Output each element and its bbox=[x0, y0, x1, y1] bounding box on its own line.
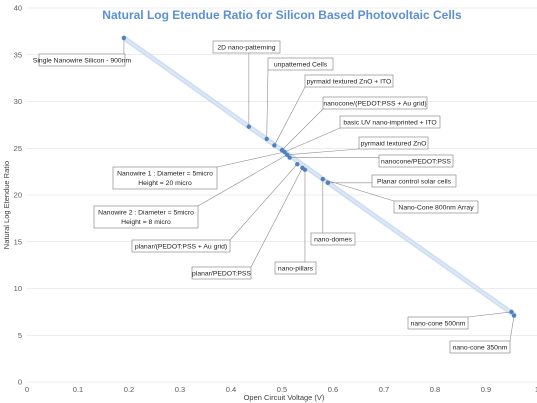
data-point bbox=[121, 35, 127, 41]
y-tick-label: 15 bbox=[14, 237, 22, 246]
annotation-box bbox=[191, 266, 252, 280]
data-point bbox=[325, 180, 331, 186]
data-point bbox=[320, 176, 325, 182]
x-tick-label: 0.6 bbox=[328, 385, 338, 394]
annotations: Single Nanowire Silicon - 900nm 2D nano-p… bbox=[33, 40, 511, 354]
annotation-leader bbox=[467, 311, 512, 318]
annotation-box bbox=[267, 57, 334, 71]
annotation-leader bbox=[250, 167, 303, 268]
data-point bbox=[246, 124, 252, 129]
annotation-leader bbox=[284, 127, 341, 153]
y-tick-label: 40 bbox=[14, 4, 22, 13]
annotation-label: Nanowire 1 : Diameter = 5micro bbox=[117, 171, 213, 178]
annotation-box bbox=[131, 239, 231, 253]
annotation-label-line2: Height = 20 micro bbox=[138, 180, 192, 187]
data-point bbox=[287, 155, 292, 160]
annotation-leader bbox=[322, 178, 395, 202]
annotation-box bbox=[304, 74, 394, 88]
y-tick-label: 20 bbox=[14, 191, 22, 200]
annotation-label: nanocone/(PEDOT:PSS + Au grid) bbox=[323, 100, 426, 107]
annotation-label: planar/(PEDOT:PSS + Au grid) bbox=[135, 243, 227, 250]
annotation-leader bbox=[274, 86, 306, 146]
annotation-box bbox=[449, 340, 511, 354]
x-tick-label: 0.1 bbox=[73, 385, 83, 394]
x-tick-label: 1 bbox=[535, 385, 537, 394]
x-axis-ticks: 0 0.1 0.2 0.3 0.4 0.5 0.6 0.7 0.8 0.9 1 bbox=[25, 385, 537, 394]
x-tick-label: 0.2 bbox=[124, 385, 134, 394]
annotation-box bbox=[358, 136, 429, 150]
data-point bbox=[511, 313, 517, 318]
annotation-label: planar/PEDOT:PSS bbox=[192, 270, 251, 277]
annotation-label: Nanowire 2 : Diameter = 5micro bbox=[98, 210, 194, 217]
annotation-box bbox=[378, 154, 454, 168]
annotation-leader bbox=[229, 163, 298, 241]
annotation-box bbox=[407, 316, 469, 330]
annotation-leader bbox=[216, 151, 285, 168]
x-tick-label: 0.9 bbox=[481, 385, 491, 394]
annotation-leader bbox=[197, 154, 288, 207]
annotation-label: Nano-Cone 800nm Array bbox=[398, 204, 474, 211]
annotation-label: Single Nanowire Silicon - 900nm bbox=[33, 57, 132, 64]
x-axis-title: Open Circuit Voltage (V) bbox=[244, 393, 325, 402]
x-tick-label: 0.8 bbox=[430, 385, 440, 394]
data-point bbox=[282, 149, 287, 155]
annotation-leader bbox=[266, 69, 269, 139]
annotation-label: nano-cone 500nm bbox=[411, 320, 466, 327]
annotation-label: 2D nano-patterning bbox=[217, 44, 275, 51]
annotation-box bbox=[93, 205, 199, 229]
x-tick-label: 0.7 bbox=[379, 385, 389, 394]
annotation-box bbox=[339, 115, 441, 129]
annotation-label: nano-pillars bbox=[278, 265, 314, 272]
y-axis-ticks: 0 5 10 15 20 25 30 35 40 bbox=[14, 4, 22, 387]
x-tick-label: 0.5 bbox=[277, 385, 287, 394]
y-tick-label: 35 bbox=[14, 50, 22, 59]
annotation-leaders bbox=[123, 37, 515, 342]
annotation-label: pyrmaid textured ZnO bbox=[361, 140, 427, 147]
annotation-box bbox=[371, 174, 457, 188]
y-tick-label: 10 bbox=[14, 284, 22, 293]
y-tick-label: 25 bbox=[14, 144, 22, 153]
annotation-label: basic UV nano-imprinted + ITO bbox=[343, 119, 436, 126]
annotation-leader bbox=[281, 108, 324, 151]
data-point bbox=[284, 152, 290, 157]
annotation-box bbox=[310, 232, 356, 246]
y-tick-label: 5 bbox=[18, 331, 22, 340]
y-axis-title: Natural Log Etendue Ratio bbox=[2, 161, 11, 249]
annotation-label: Planar control solar cells bbox=[377, 178, 452, 185]
data-points bbox=[121, 35, 517, 318]
data-point bbox=[264, 136, 269, 142]
trendline bbox=[121, 35, 517, 318]
data-point bbox=[272, 143, 277, 148]
x-tick-label: 0.3 bbox=[175, 385, 185, 394]
annotation-leader bbox=[509, 315, 515, 342]
y-tick-label: 0 bbox=[18, 378, 22, 387]
x-tick-label: 0 bbox=[25, 385, 29, 394]
annotation-leader bbox=[287, 148, 360, 156]
annotation-box bbox=[322, 96, 428, 110]
data-point bbox=[302, 167, 308, 172]
annotation-label-line2: Height = 8 micro bbox=[121, 219, 171, 226]
data-point bbox=[295, 161, 300, 167]
y-tick-label: 30 bbox=[14, 97, 22, 106]
annotation-box bbox=[38, 53, 126, 67]
annotation-label: unpatterned Cells bbox=[274, 61, 328, 68]
data-point bbox=[509, 309, 514, 315]
trendline-core bbox=[123, 37, 515, 316]
x-tick-label: 0.4 bbox=[226, 385, 236, 394]
annotation-label: pyrmaid textured ZnO + ITO bbox=[307, 78, 392, 85]
chart-title: Natural Log Etendue Ratio for Silicon Ba… bbox=[102, 8, 462, 22]
annotation-label: nano-domes bbox=[314, 236, 352, 243]
annotation-box bbox=[112, 166, 218, 190]
annotation-box bbox=[393, 200, 479, 214]
annotation-box bbox=[212, 40, 281, 54]
annotation-box bbox=[274, 261, 317, 275]
annotation-label: nano-cone 350nm bbox=[453, 344, 508, 351]
annotation-label: nanocone/PEDOT:PSS bbox=[381, 158, 451, 165]
